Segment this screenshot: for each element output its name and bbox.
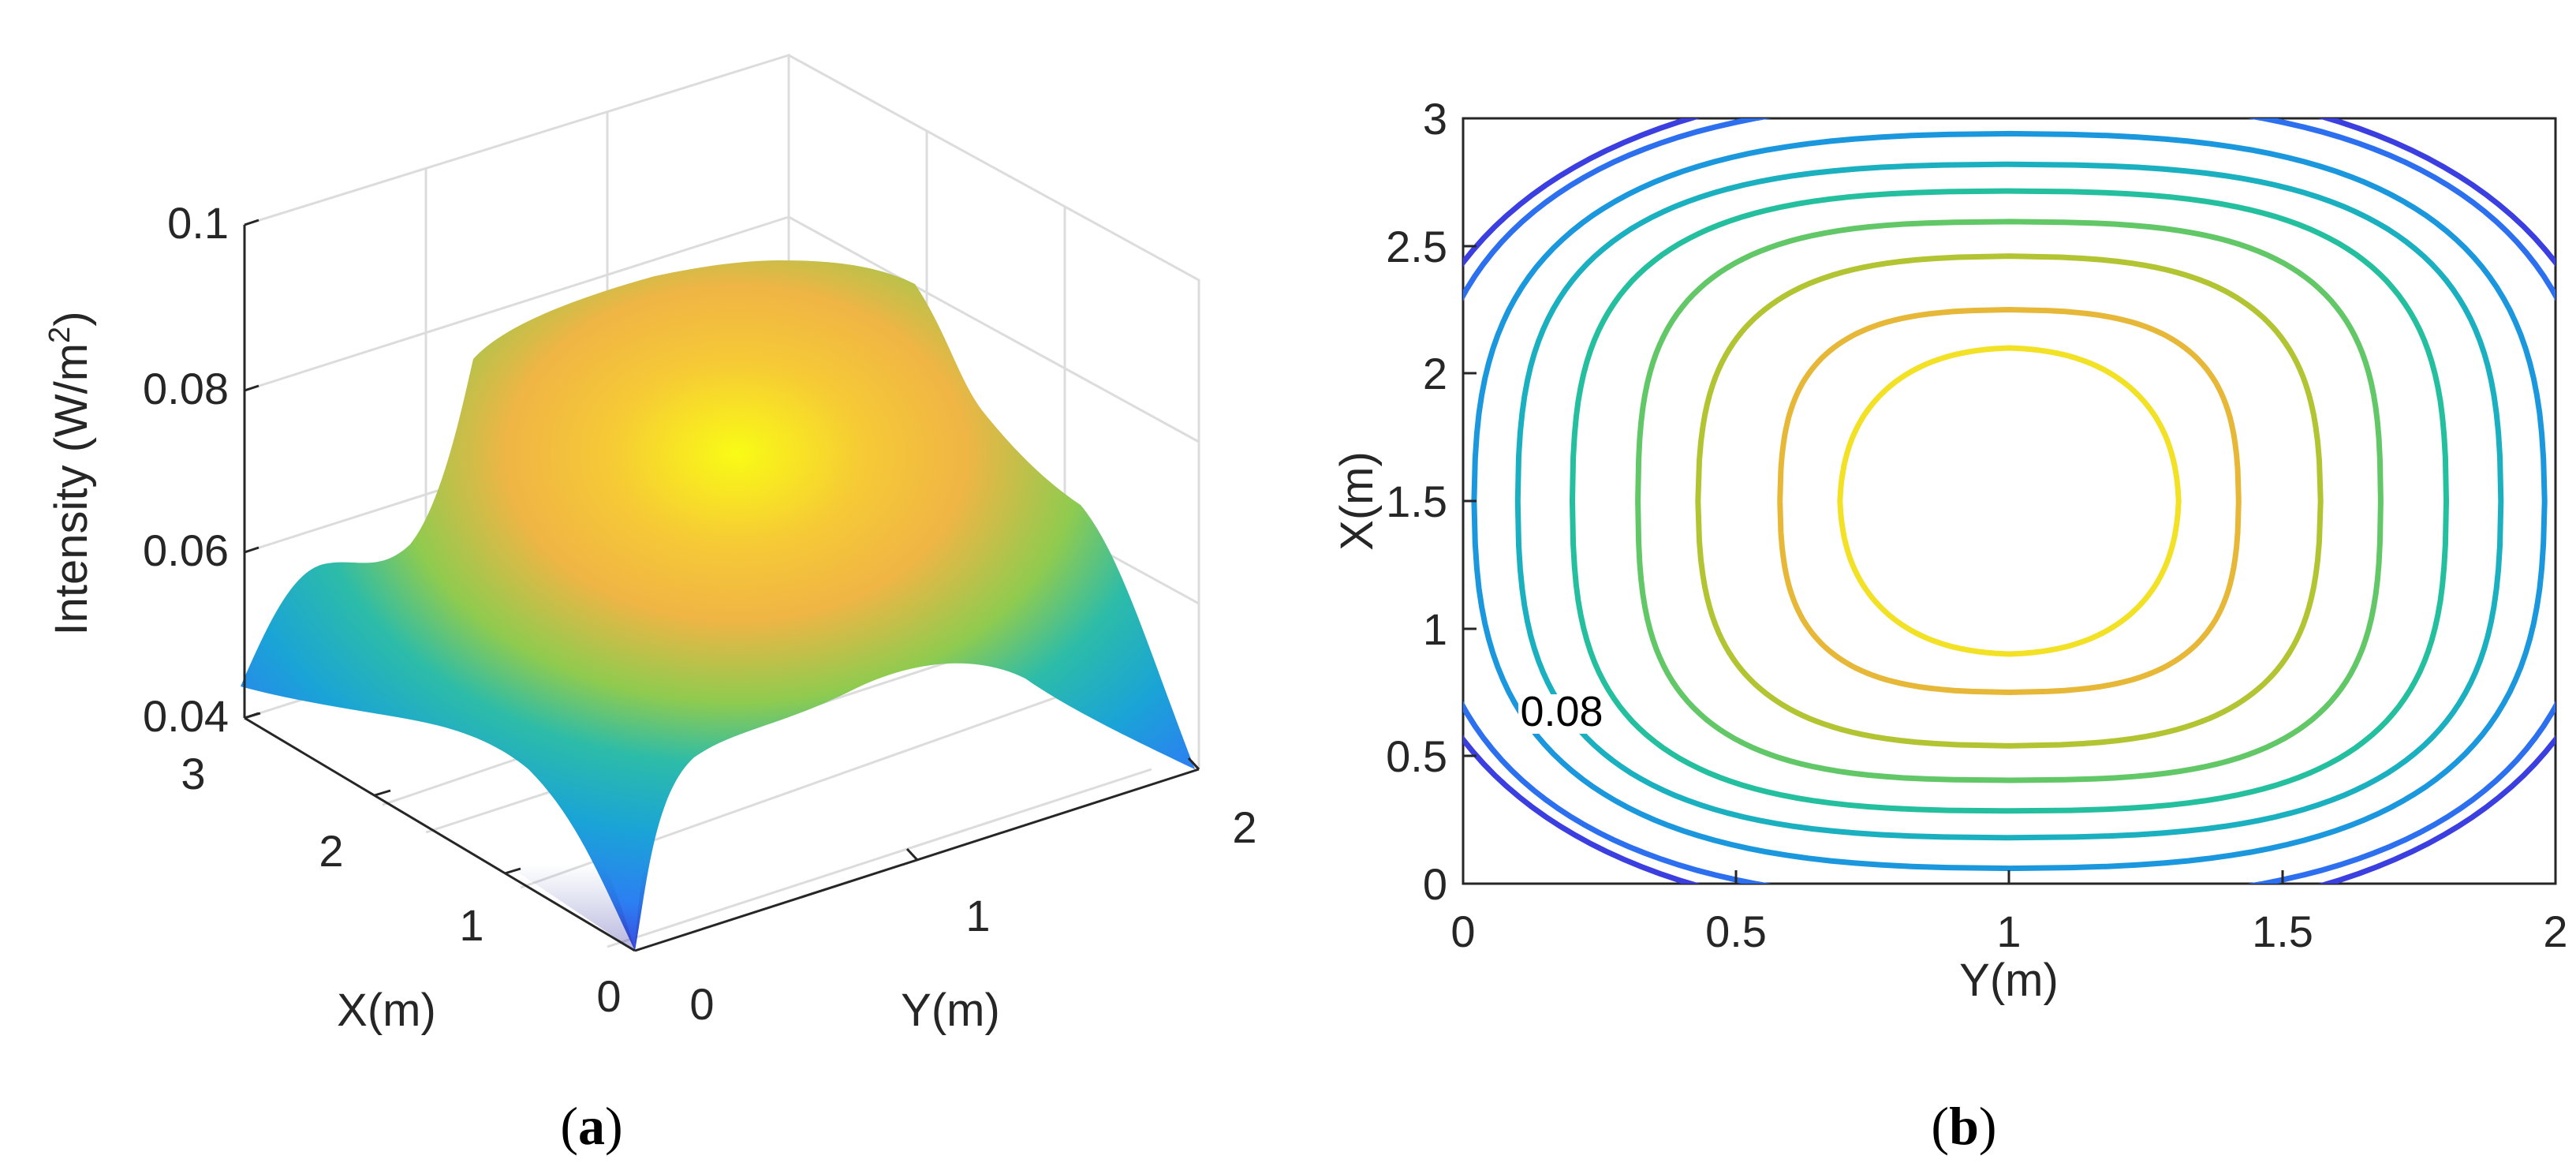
contour-line xyxy=(1777,306,2242,696)
y-tick-label: 0.5 xyxy=(1386,731,1447,781)
y-tick-label: 2.5 xyxy=(1386,222,1447,271)
x-axis-label: X(m) xyxy=(337,985,436,1036)
y-axis-label: Y(m) xyxy=(901,985,1000,1036)
y-tick-label: 3 xyxy=(1423,94,1447,144)
x-axis-label: Y(m) xyxy=(1959,955,2059,1006)
x-tick-label: 3 xyxy=(181,749,205,798)
y-tick-label: 1 xyxy=(965,891,990,940)
caption-b: (b) xyxy=(1931,1096,1996,1156)
z-tick-label: 0.08 xyxy=(143,364,229,413)
contour-plot-panel: 0.08 3 2.5 2 1.5 1 0.5 0 0 0.5 1 1.5 2 Y… xyxy=(1331,94,2568,1156)
y-tick-label: 2 xyxy=(1423,349,1447,398)
y-tick-label: 0 xyxy=(689,979,714,1029)
surface-axes xyxy=(243,219,1200,952)
contour-line xyxy=(1635,219,2384,783)
surface-plot-panel: 0.1 0.08 0.06 0.04 3 2 1 0 0 1 2 X(m) Y(… xyxy=(43,53,1257,1156)
contour-y-ticks xyxy=(1462,117,2557,885)
contour-line xyxy=(1514,161,2504,841)
x-tick-label: 0.5 xyxy=(1705,907,1767,956)
x-tick-label: 1 xyxy=(459,900,483,950)
y-axis-label: X(m) xyxy=(1331,451,1383,551)
contour-line xyxy=(1695,253,2324,749)
x-tick-label: 2 xyxy=(2543,907,2567,956)
x-tick-label: 1 xyxy=(1996,907,2021,956)
z-axis-label: Intensity (W/m2) xyxy=(43,311,97,635)
intensity-surface xyxy=(241,260,1195,951)
contour-label-bg xyxy=(1518,694,1605,734)
z-tick-label: 0.06 xyxy=(143,525,229,575)
z-tick-label: 0.04 xyxy=(143,691,229,741)
contour-lines xyxy=(1463,118,2555,884)
contour-line xyxy=(1837,345,2182,657)
contour-line xyxy=(1463,118,2555,884)
x-tick-label: 0 xyxy=(596,971,621,1021)
contour-labels: 0.08 xyxy=(1518,688,1605,735)
surface-shading xyxy=(241,663,1195,951)
contour-plot-area xyxy=(1462,117,2557,885)
caption-a: (a) xyxy=(560,1096,622,1156)
contour-line xyxy=(1463,118,2555,884)
y-tick-label: 0 xyxy=(1423,859,1447,909)
x-tick-label: 2 xyxy=(319,826,343,876)
y-tick-label: 1.5 xyxy=(1386,477,1447,526)
z-tick-label: 0.1 xyxy=(167,198,229,248)
contour-line xyxy=(1569,188,2450,814)
y-tick-label: 2 xyxy=(1232,802,1256,852)
x-tick-label: 1.5 xyxy=(2252,907,2313,956)
y-tick-label: 1 xyxy=(1423,604,1447,654)
x-tick-label: 0 xyxy=(1450,907,1475,956)
contour-level-label: 0.08 xyxy=(1520,688,1603,735)
